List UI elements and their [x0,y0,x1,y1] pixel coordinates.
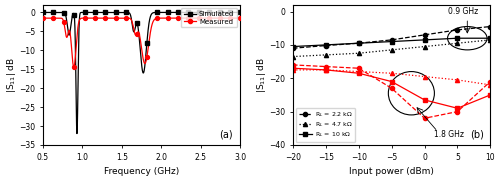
Legend: Simulated, Measured: Simulated, Measured [181,8,237,27]
Text: (b): (b) [470,129,484,139]
Text: 0.9 GHz: 0.9 GHz [448,7,478,16]
X-axis label: Frequency (GHz): Frequency (GHz) [104,167,180,176]
Legend: R$_L$ = 2.2 kΩ, R$_L$ = 4.7 kΩ, R$_L$ = 10 kΩ: R$_L$ = 2.2 kΩ, R$_L$ = 4.7 kΩ, R$_L$ = … [296,108,355,142]
Text: 1.8 GHz: 1.8 GHz [434,130,464,139]
X-axis label: Input power (dBm): Input power (dBm) [349,167,434,176]
Y-axis label: |S$_{11}$| dB: |S$_{11}$| dB [255,57,268,93]
Y-axis label: |S$_{11}$| dB: |S$_{11}$| dB [5,57,18,93]
Text: (a): (a) [219,129,232,139]
